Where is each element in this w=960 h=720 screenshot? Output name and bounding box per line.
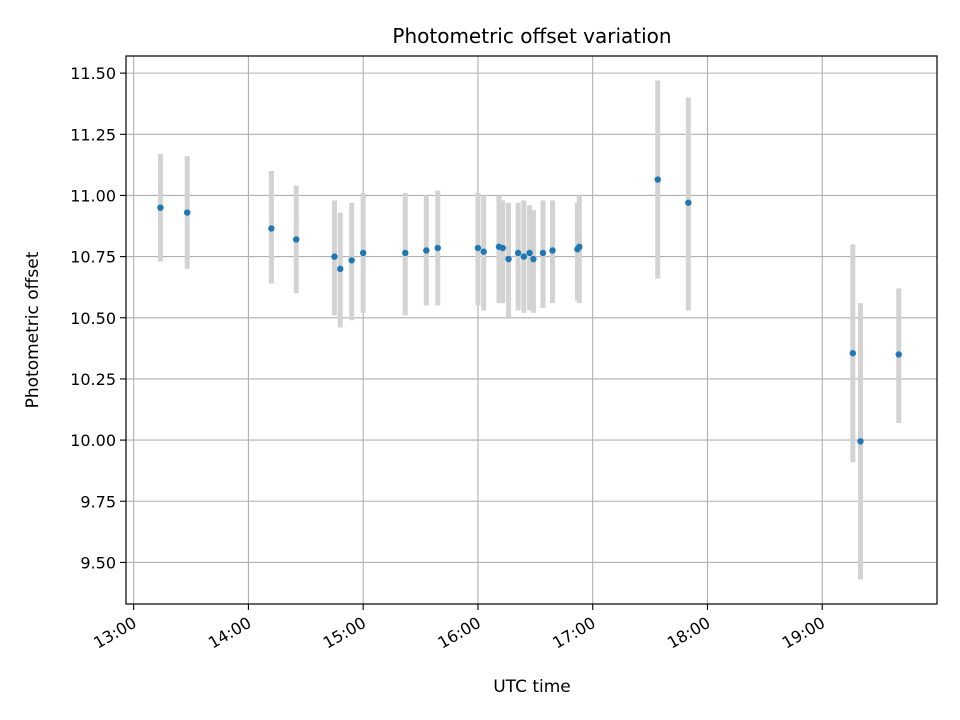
data-point bbox=[293, 236, 300, 243]
y-tick-label: 10.00 bbox=[70, 431, 116, 450]
data-point bbox=[402, 249, 409, 257]
y-tick-label: 11.25 bbox=[70, 125, 116, 144]
data-point bbox=[685, 199, 692, 206]
y-tick-label: 9.75 bbox=[80, 492, 116, 511]
data-point bbox=[549, 247, 556, 254]
data-point bbox=[654, 176, 661, 183]
data-point bbox=[849, 350, 857, 357]
data-point bbox=[514, 249, 522, 257]
y-tick-label: 10.25 bbox=[70, 370, 116, 389]
data-point bbox=[526, 249, 533, 257]
plot-frame bbox=[125, 55, 938, 605]
data-point bbox=[576, 243, 583, 251]
chart-title: Photometric offset variation bbox=[392, 24, 671, 48]
data-point bbox=[157, 204, 164, 211]
y-tick-label: 11.00 bbox=[70, 186, 116, 205]
y-tick-label: 9.50 bbox=[80, 553, 116, 572]
data-point bbox=[530, 255, 537, 263]
data-point bbox=[520, 253, 528, 260]
y-axis-ticks: 9.50 9.75 10.00 10.25 10.50 10.75 11.00 11.25 11… bbox=[70, 64, 126, 572]
y-tick-label: 10.50 bbox=[70, 309, 116, 328]
data-point bbox=[359, 249, 367, 257]
data-point bbox=[505, 255, 512, 263]
data-point bbox=[539, 249, 547, 257]
data-point bbox=[337, 265, 344, 273]
data-point bbox=[499, 244, 507, 252]
data-point bbox=[348, 257, 355, 264]
x-axis-label: UTC time bbox=[493, 677, 571, 697]
data-point bbox=[184, 209, 191, 216]
data-point bbox=[895, 351, 902, 358]
data-point bbox=[434, 244, 441, 252]
y-tick-label: 11.50 bbox=[70, 64, 116, 83]
data-point bbox=[480, 248, 487, 255]
data-points bbox=[157, 176, 902, 445]
data-point bbox=[857, 438, 864, 445]
data-point bbox=[423, 247, 430, 254]
data-point bbox=[474, 244, 482, 252]
data-point bbox=[268, 225, 275, 232]
y-axis-label: Photometric offset bbox=[23, 251, 43, 408]
data-point bbox=[331, 253, 338, 260]
y-tick-label: 10.75 bbox=[70, 248, 116, 267]
